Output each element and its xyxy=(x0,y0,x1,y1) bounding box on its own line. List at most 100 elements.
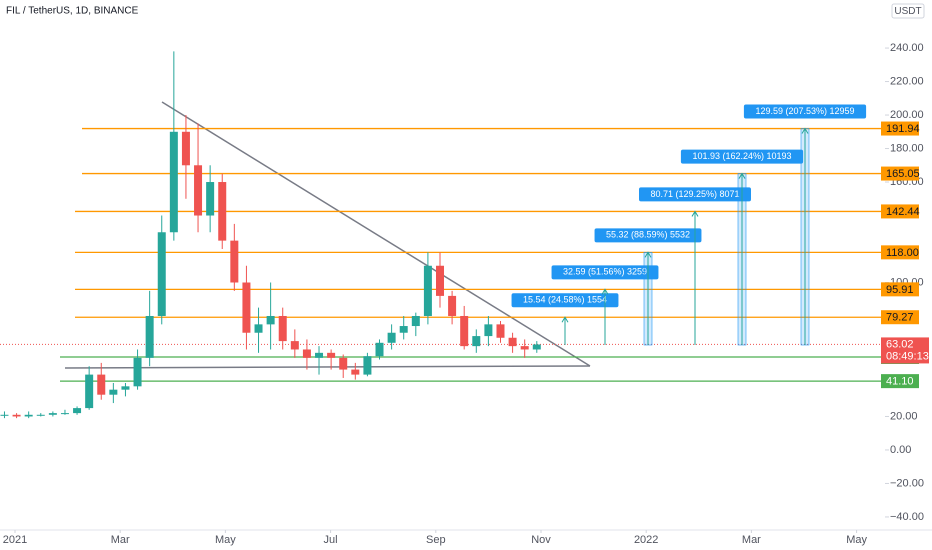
level-label-box xyxy=(881,121,919,136)
candle-body xyxy=(24,414,33,417)
level-label: 95.91 xyxy=(886,284,914,296)
candle-body xyxy=(327,352,336,358)
candle-body xyxy=(48,413,57,415)
candle-body xyxy=(0,414,9,416)
y-tick-label: −20.00 xyxy=(890,477,924,489)
y-tick-label: 20.00 xyxy=(890,410,918,422)
annotation: 55.32 (88.59%) 5532 xyxy=(606,230,690,240)
currency: USDT xyxy=(894,6,921,17)
candle-body xyxy=(121,386,130,390)
candle-body xyxy=(145,315,154,358)
chart-title: FIL / TetherUS, 1D, BINANCE xyxy=(6,6,139,17)
arrow-head xyxy=(561,316,569,323)
y-tick-label: 220.00 xyxy=(890,75,924,87)
level-label-box xyxy=(881,166,919,181)
candle-body xyxy=(133,357,142,387)
annotation-box xyxy=(639,187,751,202)
candle-body xyxy=(375,342,384,357)
x-tick-label: 2021 xyxy=(3,534,27,546)
y-tick-label: 0.00 xyxy=(890,444,911,456)
candle-body xyxy=(436,265,445,296)
arrow-head xyxy=(738,172,746,179)
level-label-box xyxy=(881,310,919,325)
candle-body xyxy=(60,413,69,415)
annotation-box xyxy=(594,228,702,243)
support-line xyxy=(64,365,591,369)
candle-body xyxy=(460,315,469,347)
candle-body xyxy=(242,282,251,333)
annotation: 101.93 (162.24%) 10193 xyxy=(692,151,791,161)
level-label: 79.27 xyxy=(886,312,914,324)
marks: 15.54 (24.58%) 1554 32.59 (51.56%) 3259 55… xyxy=(0,51,885,419)
candle-body xyxy=(508,337,517,347)
level-label: 165.05 xyxy=(886,168,920,180)
candle-body xyxy=(206,182,215,216)
candle-body xyxy=(181,131,190,166)
candle-body xyxy=(194,165,203,216)
x-tick-label: Mar xyxy=(111,534,130,546)
level-label-box xyxy=(881,282,919,297)
candle-body xyxy=(12,414,21,417)
x-tick-label: Jul xyxy=(324,534,338,546)
candle-body xyxy=(448,295,457,316)
annotation-box xyxy=(551,265,659,280)
candle-body xyxy=(520,346,529,350)
candle-body xyxy=(387,332,396,343)
annotation: 15.54 (24.58%) 1554 xyxy=(523,295,607,305)
level-label-box xyxy=(881,245,919,260)
countdown: 08:49:13 xyxy=(886,350,929,362)
candle-body xyxy=(266,315,275,325)
candle-body xyxy=(36,414,45,416)
level-label: 41.10 xyxy=(886,376,914,388)
candle-body xyxy=(73,408,82,414)
annotation: 32.59 (51.56%) 3259 xyxy=(563,267,647,277)
candle-body xyxy=(472,336,481,347)
candle-body xyxy=(302,349,311,358)
x-tick-label: Mar xyxy=(742,534,761,546)
candle-body xyxy=(254,324,263,333)
last-price-box xyxy=(881,337,929,364)
arrow-head xyxy=(801,127,809,134)
annotation-box xyxy=(743,104,867,119)
y-tick-label: 200.00 xyxy=(890,109,924,121)
x-tick-label: 2022 xyxy=(634,534,658,546)
candle-body xyxy=(532,344,541,350)
level-label: 118.00 xyxy=(886,247,919,259)
x-tick-label: Sep xyxy=(426,534,446,546)
annotation: 80.71 (129.25%) 8071 xyxy=(650,189,739,199)
candle-body xyxy=(315,352,324,358)
arrow-head xyxy=(691,210,699,217)
last-price-label: 63.02 xyxy=(886,338,914,350)
level-label-box xyxy=(881,204,919,219)
candle-body xyxy=(157,232,166,316)
candle-body xyxy=(290,341,299,350)
candle-body xyxy=(423,265,432,316)
level-label: 191.94 xyxy=(886,123,920,135)
candle-body xyxy=(97,374,106,395)
candle-body xyxy=(169,131,178,233)
level-label-box xyxy=(881,374,919,389)
y-tick-label: 240.00 xyxy=(890,42,924,54)
y-tick-label: −40.00 xyxy=(890,511,924,523)
x-tick-label: Nov xyxy=(531,534,551,546)
candle-body xyxy=(218,182,227,241)
candle-body xyxy=(109,389,118,395)
arrow-head xyxy=(601,288,609,295)
annotation-box xyxy=(680,149,804,164)
candle-body xyxy=(278,315,287,342)
arrow-head xyxy=(644,251,652,258)
annotation: 129.59 (207.53%) 12959 xyxy=(755,106,854,116)
y-tick-label: 180.00 xyxy=(890,142,924,154)
candle-body xyxy=(399,326,408,333)
candle-body xyxy=(363,356,372,375)
candle-body xyxy=(411,315,420,327)
candle-body xyxy=(496,324,505,338)
x-tick-label: May xyxy=(846,534,867,546)
currency-box xyxy=(891,3,925,19)
annotation-box xyxy=(511,293,619,308)
candle-body xyxy=(230,240,239,283)
trend-line xyxy=(161,101,591,367)
level-label: 142.44 xyxy=(886,206,920,218)
candle-body xyxy=(85,374,94,409)
